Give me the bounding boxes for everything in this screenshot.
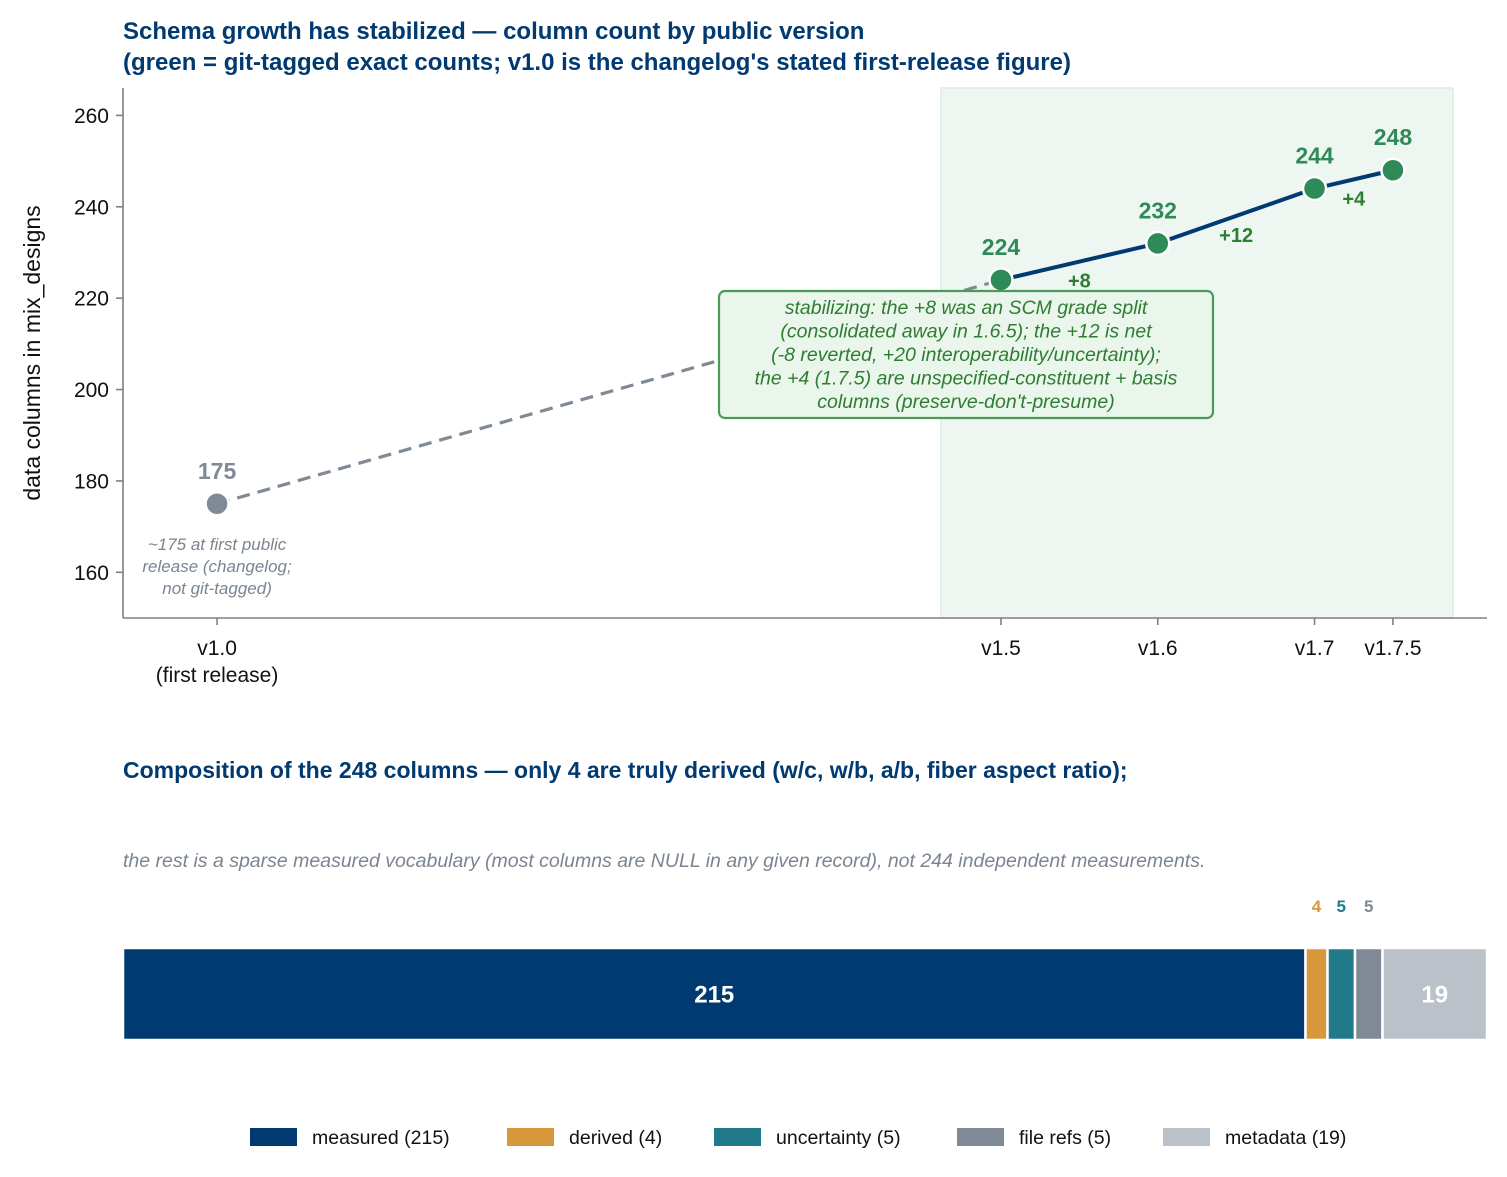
bar-segment-metadata bbox=[1381, 946, 1489, 1042]
first-release-note-line: not git-tagged) bbox=[162, 579, 272, 598]
data-point-label: 175 bbox=[198, 458, 237, 484]
first-release-note-line: ~175 at first public bbox=[148, 535, 287, 554]
data-points: 175 224 232 244 248 bbox=[198, 124, 1413, 517]
bar-segment-file-refs bbox=[1353, 946, 1384, 1042]
legend: measured (215) derived (4) uncertainty (5)… bbox=[250, 1127, 1346, 1149]
note-box-line: (consolidated away in 1.6.5); the +12 is… bbox=[780, 321, 1153, 343]
y-tick-label: 260 bbox=[74, 105, 109, 128]
composition-chart: Composition of the 248 columns — only 4 … bbox=[121, 757, 1489, 1149]
data-point bbox=[988, 267, 1014, 293]
bar-segment-label: 215 bbox=[694, 982, 734, 1009]
data-point bbox=[1301, 175, 1328, 202]
note-box-line: (-8 reverted, +20 interoperability/uncer… bbox=[771, 344, 1161, 366]
data-point-label: 224 bbox=[982, 234, 1021, 260]
x-tick-label: v1.0 bbox=[197, 637, 237, 660]
bar-segment-derived bbox=[1304, 946, 1329, 1042]
delta-label: +8 bbox=[1068, 271, 1091, 293]
legend-label: measured (215) bbox=[312, 1127, 450, 1149]
series-line bbox=[1000, 168, 1394, 282]
composition-subtitle: the rest is a sparse measured vocabulary… bbox=[123, 850, 1205, 872]
growth-chart: Schema growth has stabilized — column co… bbox=[19, 18, 1487, 687]
data-point-label: 232 bbox=[1139, 197, 1177, 223]
bar-segment-label: 4 bbox=[1312, 897, 1322, 916]
bar-segment-uncertainty bbox=[1326, 946, 1357, 1042]
x-tick-label: v1.6 bbox=[1138, 637, 1178, 660]
delta-label: +12 bbox=[1219, 225, 1253, 247]
bar-segment-label: 5 bbox=[1364, 897, 1373, 916]
bar-segment-label: 5 bbox=[1337, 897, 1346, 916]
x-tick-label: v1.7 bbox=[1295, 637, 1335, 660]
y-tick-label: 240 bbox=[74, 196, 109, 219]
x-tick-label: v1.7.5 bbox=[1364, 637, 1421, 660]
stabilizing-note-box: stabilizing: the +8 was an SCM grade spl… bbox=[717, 289, 1215, 420]
legend-label: file refs (5) bbox=[1019, 1127, 1111, 1149]
legend-swatch bbox=[1163, 1128, 1210, 1146]
delta-labels: +8 +12 +4 bbox=[1068, 188, 1366, 292]
data-point bbox=[1380, 157, 1406, 183]
composition-title: Composition of the 248 columns — only 4 … bbox=[123, 757, 1128, 783]
growth-chart-title-line1: Schema growth has stabilized — column co… bbox=[123, 18, 864, 45]
y-axis: 160 180 200 220 240 260 bbox=[74, 88, 124, 618]
x-tick-label: v1.5 bbox=[981, 637, 1021, 660]
x-axis: v1.0 (first release) v1.5 v1.6 v1.7 v1.7.5 bbox=[123, 617, 1487, 687]
y-tick-label: 160 bbox=[74, 562, 109, 585]
y-tick-label: 200 bbox=[74, 379, 109, 402]
legend-swatch bbox=[957, 1128, 1004, 1146]
x-tick-sublabel: (first release) bbox=[156, 664, 279, 687]
y-axis-label: data columns in mix_designs bbox=[19, 205, 45, 500]
legend-swatch bbox=[507, 1128, 554, 1146]
y-tick-label: 180 bbox=[74, 470, 109, 493]
bar-segment-measured bbox=[121, 946, 1307, 1042]
note-box-line: the +4 (1.7.5) are unspecified-constitue… bbox=[755, 368, 1178, 390]
note-box-text: stabilizing: the +8 was an SCM grade spl… bbox=[755, 297, 1178, 413]
bar-segment-label: 19 bbox=[1421, 982, 1448, 1009]
delta-label: +4 bbox=[1342, 188, 1366, 210]
note-box-line: stabilizing: the +8 was an SCM grade spl… bbox=[785, 297, 1149, 319]
data-point bbox=[1145, 230, 1171, 257]
note-box-frame bbox=[717, 289, 1215, 420]
first-release-note: ~175 at first public release (changelog; n… bbox=[142, 535, 292, 598]
note-box-line: columns (preserve-don't-presume) bbox=[817, 391, 1114, 413]
legend-label: derived (4) bbox=[569, 1127, 662, 1149]
growth-chart-title-line2: (green = git-tagged exact counts; v1.0 i… bbox=[123, 49, 1071, 76]
data-point-label: 244 bbox=[1295, 143, 1334, 169]
data-point bbox=[204, 491, 230, 517]
first-release-note-line: release (changelog; bbox=[142, 557, 292, 576]
y-tick-label: 220 bbox=[74, 288, 109, 311]
legend-swatch bbox=[714, 1128, 761, 1146]
legend-label: metadata (19) bbox=[1225, 1127, 1346, 1149]
legend-label: uncertainty (5) bbox=[776, 1127, 901, 1149]
legend-swatch bbox=[250, 1128, 297, 1146]
data-point-label: 248 bbox=[1374, 124, 1413, 150]
